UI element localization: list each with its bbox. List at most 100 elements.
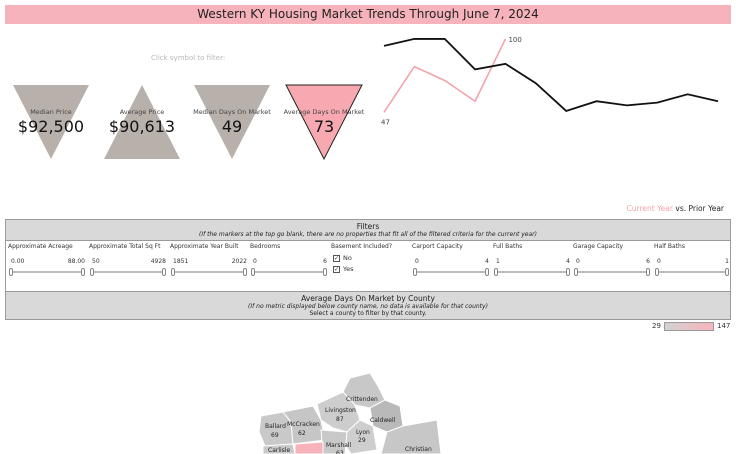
slider-min-handle[interactable] xyxy=(574,268,578,276)
half-baths-slider[interactable] xyxy=(655,268,729,276)
filter-acreage: Approximate Acreage 0.00 88.00 xyxy=(8,243,86,276)
map-subtitle: (If no metric displayed below county nam… xyxy=(248,303,488,310)
filter-label: Approximate Acreage xyxy=(8,243,73,250)
slider-max-handle[interactable] xyxy=(81,268,85,276)
filter-max: 1 xyxy=(725,258,729,265)
county-label: Christian xyxy=(405,446,432,453)
sqft-slider[interactable] xyxy=(90,268,166,276)
filter-min: 0 xyxy=(415,258,419,265)
county-label: Livingston xyxy=(325,407,356,414)
slider-min-handle[interactable] xyxy=(655,268,659,276)
filter-min: 1 xyxy=(496,258,500,265)
filter-min: 0 xyxy=(657,258,661,265)
kpi-average-days-on-market[interactable]: Average Days On Market 73 xyxy=(284,84,364,160)
filter-hint: Click symbol to filter: xyxy=(151,54,226,62)
county-label: Crittenden xyxy=(346,396,378,403)
county-value: 62 xyxy=(298,430,306,437)
filter-label: Full Baths xyxy=(493,243,523,250)
acreage-slider[interactable] xyxy=(9,268,85,276)
prior-year-line[interactable] xyxy=(383,38,719,112)
scale-gradient xyxy=(664,322,714,331)
county-value: 87 xyxy=(336,416,344,423)
down-triangle-icon xyxy=(13,85,89,159)
current-year-line[interactable] xyxy=(383,38,507,113)
county-carlisle[interactable] xyxy=(262,443,296,454)
map-instruction: Select a county to filter by that county… xyxy=(309,310,427,317)
trend-line-chart: 47 100 xyxy=(381,36,719,126)
bedrooms-slider[interactable] xyxy=(251,268,327,276)
slider-max-handle[interactable] xyxy=(323,268,327,276)
map-panel-header: Average Days On Market by County (If no … xyxy=(5,291,731,320)
slider-max-handle[interactable] xyxy=(485,268,489,276)
filter-label: Approximate Year Built xyxy=(170,243,239,250)
scale-max: 147 xyxy=(717,322,731,330)
slider-max-handle[interactable] xyxy=(566,268,570,276)
kpi-value: 49 xyxy=(221,117,243,136)
year-built-slider[interactable] xyxy=(171,268,247,276)
county-label: Carlisle xyxy=(268,447,290,454)
filter-label: Carport Capacity xyxy=(412,243,463,250)
filter-half-baths: Half Baths 0 1 xyxy=(654,243,730,276)
county-caldwell[interactable] xyxy=(369,399,404,433)
checkbox-checked-icon[interactable]: ✓ xyxy=(333,265,340,273)
county-map: Crittenden Livingston 87 Caldwell Ballar… xyxy=(258,372,442,454)
county-graves[interactable] xyxy=(294,441,324,454)
full-baths-slider[interactable] xyxy=(494,268,570,276)
kpi-average-price[interactable]: Average Price $90,613 xyxy=(103,84,181,160)
scale-min: 29 xyxy=(652,322,661,330)
slider-min-handle[interactable] xyxy=(171,268,175,276)
filters-panel-header: Filters (If the markers at the top go bl… xyxy=(5,219,731,241)
filter-min: 50 xyxy=(92,258,100,265)
filter-full-baths: Full Baths 1 4 xyxy=(493,243,571,276)
garage-slider[interactable] xyxy=(574,268,650,276)
option-label: No xyxy=(343,254,352,262)
filter-max: 6 xyxy=(646,258,650,265)
filter-min: 0 xyxy=(253,258,257,265)
slider-min-handle[interactable] xyxy=(413,268,417,276)
county-value: 29 xyxy=(358,437,366,444)
chart-legend: Current Year vs. Prior Year xyxy=(627,204,724,213)
filters-title: Filters xyxy=(356,222,380,231)
kpi-value: $90,613 xyxy=(108,117,176,136)
legend-prior-year: Prior Year xyxy=(688,204,725,213)
county-christian[interactable] xyxy=(380,419,442,454)
dashboard-title: Western KY Housing Market Trends Through… xyxy=(5,5,731,24)
slider-min-handle[interactable] xyxy=(494,268,498,276)
carport-slider[interactable] xyxy=(413,268,489,276)
checkbox-checked-icon[interactable]: ✓ xyxy=(333,254,340,262)
filter-bedrooms: Bedrooms 0 6 xyxy=(250,243,328,276)
kpi-label: Average Price xyxy=(119,108,165,116)
kpi-label: Median Price xyxy=(30,108,72,116)
slider-max-handle[interactable] xyxy=(162,268,166,276)
kpi-label: Average Days On Market xyxy=(283,108,365,116)
filters-subtitle: (If the markers at the top go blank, the… xyxy=(199,231,537,238)
slider-min-handle[interactable] xyxy=(251,268,255,276)
filter-label: Approximate Total Sq Ft xyxy=(89,243,161,250)
filter-label: Basement Included? xyxy=(331,243,393,250)
kpi-label: Median Days On Market xyxy=(193,108,271,116)
basement-option-no[interactable]: ✓ No xyxy=(333,254,352,262)
map-title: Average Days On Market by County xyxy=(301,294,435,303)
legend-vs: vs. xyxy=(675,204,687,213)
county-value: 63 xyxy=(336,450,344,454)
filter-total-sqft: Approximate Total Sq Ft 50 4928 xyxy=(89,243,167,276)
kpi-median-days-on-market[interactable]: Median Days On Market 49 xyxy=(193,84,271,160)
legend-current-year: Current Year xyxy=(626,204,673,213)
slider-min-handle[interactable] xyxy=(90,268,94,276)
slider-max-handle[interactable] xyxy=(243,268,247,276)
basement-option-yes[interactable]: ✓ Yes xyxy=(333,265,354,273)
color-scale-legend: 29 147 xyxy=(652,322,730,331)
filter-max: 2022 xyxy=(231,258,247,265)
slider-max-handle[interactable] xyxy=(725,268,729,276)
kpi-median-price[interactable]: Median Price $92,500 xyxy=(12,84,90,160)
slider-min-handle[interactable] xyxy=(9,268,13,276)
county-label: Lyon xyxy=(356,429,370,436)
slider-max-handle[interactable] xyxy=(646,268,650,276)
filter-max: 4928 xyxy=(150,258,166,265)
filter-year-built: Approximate Year Built 1851 2022 xyxy=(170,243,248,276)
kpi-value: 73 xyxy=(313,117,335,136)
filter-min: 1851 xyxy=(173,258,189,265)
data-label-first: 47 xyxy=(381,118,390,126)
filter-min: 0.00 xyxy=(11,258,25,265)
down-triangle-icon xyxy=(194,85,270,159)
